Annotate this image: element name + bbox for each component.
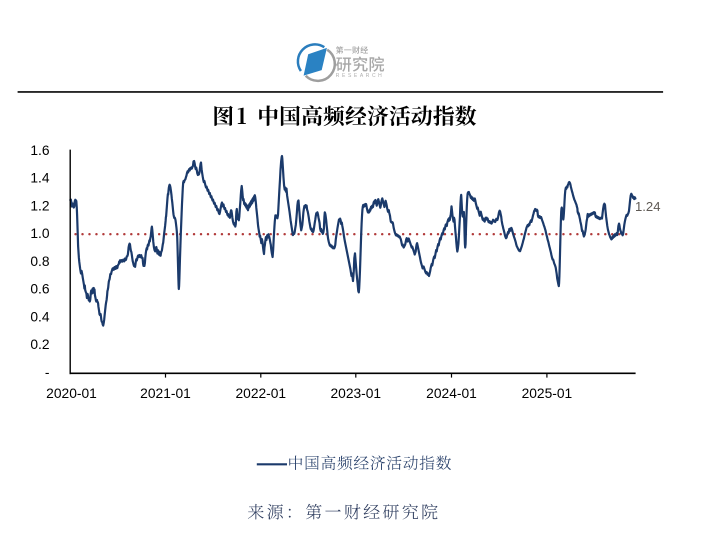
svg-text:0.2: 0.2: [30, 337, 49, 352]
svg-text:1.4: 1.4: [30, 171, 50, 186]
svg-text:2021-01: 2021-01: [140, 386, 191, 401]
svg-text:2020-01: 2020-01: [46, 386, 97, 401]
svg-text:2023-01: 2023-01: [330, 386, 381, 401]
svg-text:2022-01: 2022-01: [235, 386, 286, 401]
svg-text:1.6: 1.6: [30, 143, 50, 158]
svg-text:2024-01: 2024-01: [426, 386, 477, 401]
svg-text:1.0: 1.0: [30, 226, 50, 241]
svg-text:0.8: 0.8: [30, 254, 50, 269]
svg-text:1.24: 1.24: [635, 199, 660, 214]
svg-text:1.2: 1.2: [30, 198, 49, 213]
svg-text:0.6: 0.6: [30, 282, 50, 297]
svg-text:RESEARCH: RESEARCH: [336, 73, 385, 79]
svg-text:0.4: 0.4: [30, 309, 50, 324]
svg-text:2025-01: 2025-01: [522, 386, 573, 401]
svg-text:-: -: [45, 365, 50, 380]
